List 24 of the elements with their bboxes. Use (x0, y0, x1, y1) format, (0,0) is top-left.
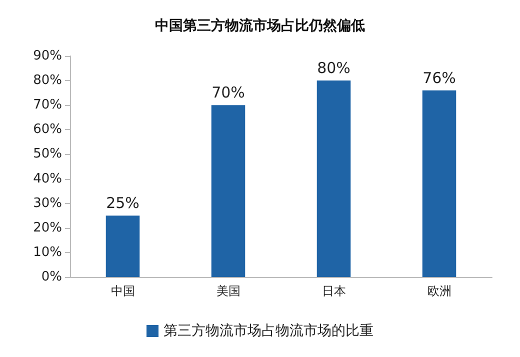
x-tick-label: 中国 (110, 284, 135, 298)
y-tick-label: 50% (33, 146, 62, 162)
x-tick-label: 欧洲 (427, 284, 452, 298)
bar (422, 90, 456, 277)
data-label: 80% (317, 59, 350, 78)
legend-label: 第三方物流市场占物流市场的比重 (164, 323, 374, 339)
y-tick-label: 10% (33, 244, 62, 260)
y-tick-label: 70% (33, 98, 62, 113)
y-tick-label: 30% (33, 196, 62, 211)
data-label: 76% (422, 68, 456, 87)
chart-title: 中国第三方物流市场占比仍然偏低 (155, 17, 365, 34)
y-tick-label: 20% (33, 220, 62, 236)
y-tick-label: 90% (33, 48, 62, 64)
bar (211, 105, 246, 277)
y-tick-label: 40% (33, 171, 62, 186)
x-tick-label: 美国 (216, 284, 240, 298)
y-tick-label: 80% (33, 73, 62, 88)
data-label: 25% (106, 194, 140, 212)
bar (316, 80, 351, 277)
x-tick-label: 日本 (322, 284, 346, 298)
data-label: 70% (212, 84, 245, 102)
bar (106, 216, 140, 277)
y-tick-label: 0% (41, 270, 62, 284)
y-tick-label: 60% (33, 122, 62, 138)
